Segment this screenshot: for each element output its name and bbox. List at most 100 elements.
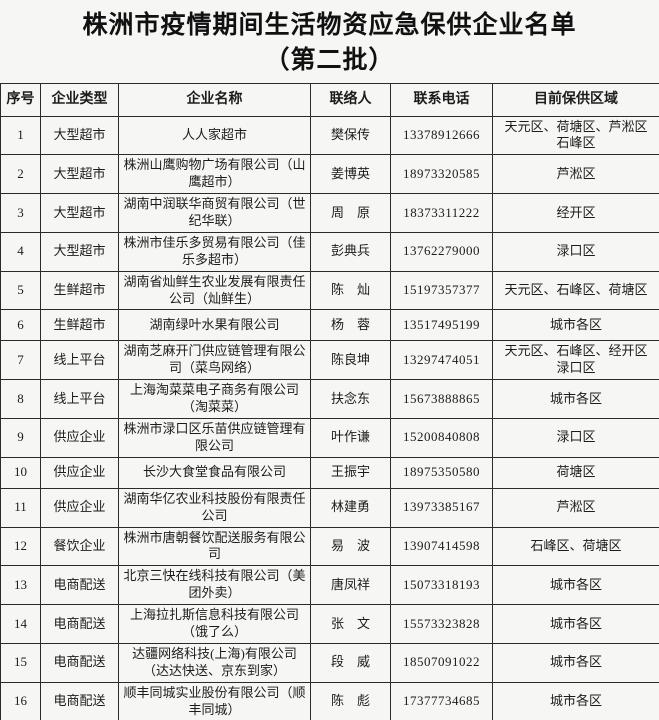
table-row: 13 电商配送 北京三快在线科技有限公司（美团外卖） 唐凤祥 15073318193 城市… [0,565,659,606]
cell-serial: 6 [0,309,41,342]
cell-contact: 陈 灿 [310,270,391,311]
table-row: 3 大型超市 湖南中润联华商贸有限公司（世纪华联）周 原 18373311222 经开区 [0,193,659,233]
cell-contact: 姜博英 [310,154,391,195]
cell-serial: 4 [0,231,41,272]
cell-phone: 13907414598 [390,526,493,567]
cell-phone: 15573323828 [390,604,493,644]
cell-phone: 13973385167 [390,487,493,528]
cell-contact: 彭典兵 [310,231,391,272]
table-row: 16 电商配送 顺丰同城实业股份有限公司（顺丰同城）陈 彪 17377734685 城市… [0,681,659,720]
cell-type: 电商配送 [40,565,119,606]
table-row: 4 大型超市 株洲市佳乐多贸易有限公司（佳乐多超市） 彭典兵 13762279000 渌口… [0,231,659,272]
cell-name: 株洲市佳乐多贸易有限公司（佳乐多超市） [118,231,311,272]
cell-name: 北京三快在线科技有限公司（美团外卖） [118,565,311,606]
table-row: 7 线上平台 湖南芝麻开门供应链管理有限公司（菜鸟网络） 陈良坤 13297474051… [0,340,659,381]
cell-serial: 3 [0,193,41,233]
cell-area: 城市各区 [492,681,659,720]
cell-phone: 18507091022 [390,642,493,683]
cell-type: 电商配送 [40,642,119,683]
cell-type: 线上平台 [40,379,119,419]
cell-phone: 15197357377 [390,270,493,311]
cell-name: 人人家超市 [118,115,311,156]
cell-contact: 王振宇 [310,456,391,489]
cell-phone: 13517495199 [390,309,493,342]
cell-serial: 5 [0,270,41,311]
cell-name: 达疆网络科技(上海)有限公司（达达快送、京东到家） [118,642,311,683]
cell-phone: 15073318193 [390,565,493,606]
cell-contact: 樊保传 [310,115,391,156]
cell-area: 芦淞区 [492,487,659,528]
header-row: 序号 企业类型 企业名称 联络人 联系电话 目前保供区域 [0,83,659,117]
cell-type: 供应企业 [40,417,119,458]
table-row: 14 电商配送 上海拉扎斯信息科技有限公司（饿了么）张 文 15573323828 城市… [0,604,659,644]
cell-serial: 12 [0,526,41,567]
cell-type: 生鲜超市 [40,309,119,342]
cell-serial: 1 [0,115,41,156]
table-row: 15 电商配送 达疆网络科技(上海)有限公司（达达快送、京东到家）段 威 185070… [0,642,659,683]
cell-name: 湖南绿叶水果有限公司 [118,309,311,342]
cell-phone: 13297474051 [390,340,493,381]
cell-type: 电商配送 [40,681,119,720]
cell-contact: 杨 蓉 [310,309,391,342]
cell-serial: 13 [0,565,41,606]
cell-name: 顺丰同城实业股份有限公司（顺丰同城） [118,681,311,720]
cell-contact: 扶念东 [310,379,391,419]
cell-type: 大型超市 [40,193,119,233]
cell-type: 大型超市 [40,115,119,156]
table-body: 1 大型超市 人人家超市 樊保传 13378912666 天元区、荷塘区、芦淞区 石峰区 2… [0,115,659,720]
cell-phone: 15673888865 [390,379,493,419]
cell-type: 电商配送 [40,604,119,644]
cell-phone: 18973320585 [390,154,493,195]
cell-contact: 周 原 [310,193,391,233]
enterprise-supply-table: 序号 企业类型 企业名称 联络人 联系电话 目前保供区域 1 大型超市 人人家超市樊… [0,83,659,720]
cell-serial: 7 [0,340,41,381]
cell-type: 餐饮企业 [40,526,119,567]
cell-area: 天元区、石峰区、经开区 渌口区 [492,340,659,381]
cell-type: 大型超市 [40,231,119,272]
table-row: 1 大型超市 人人家超市 樊保传 13378912666 天元区、荷塘区、芦淞区 石峰区 [0,115,659,156]
table-row: 10 供应企业 长沙大食堂食品有限公司 王振宇 18975350580 荷塘区 [0,456,659,489]
cell-serial: 16 [0,681,41,720]
cell-area: 天元区、荷塘区、芦淞区 石峰区 [492,115,659,156]
cell-phone: 18373311222 [390,193,493,233]
cell-area: 经开区 [492,193,659,233]
cell-area: 渌口区 [492,231,659,272]
table-row: 9 供应企业 株洲市渌口区乐苗供应链管理有限公司 叶作谦 15200840808 渌口区 [0,417,659,458]
cell-type: 大型超市 [40,154,119,195]
cell-contact: 陈 彪 [310,681,391,720]
table-row: 8 线上平台 上海淘菜菜电子商务有限公司（淘菜菜） 扶念东 15673888865 城市各… [0,379,659,419]
cell-name: 长沙大食堂食品有限公司 [118,456,311,489]
cell-area: 渌口区 [492,417,659,458]
header-phone: 联系电话 [390,83,493,117]
cell-contact: 段 威 [310,642,391,683]
header-contact: 联络人 [310,83,391,117]
cell-contact: 易 波 [310,526,391,567]
cell-area: 荷塘区 [492,456,659,489]
cell-serial: 8 [0,379,41,419]
cell-area: 天元区、石峰区、荷塘区 [492,270,659,311]
table-row: 11 供应企业 湖南华亿农业科技股份有限责任公司 林建勇 13973385167 芦淞区 [0,487,659,528]
cell-area: 城市各区 [492,642,659,683]
cell-area: 芦淞区 [492,154,659,195]
cell-type: 线上平台 [40,340,119,381]
cell-name: 上海淘菜菜电子商务有限公司（淘菜菜） [118,379,311,419]
cell-name: 湖南省灿鲜生农业发展有限责任公司（灿鲜生） [118,270,311,311]
cell-contact: 叶作谦 [310,417,391,458]
cell-phone: 17377734685 [390,681,493,720]
cell-contact: 林建勇 [310,487,391,528]
cell-phone: 15200840808 [390,417,493,458]
cell-name: 湖南芝麻开门供应链管理有限公司（菜鸟网络） [118,340,311,381]
cell-type: 供应企业 [40,487,119,528]
cell-serial: 2 [0,154,41,195]
cell-name: 上海拉扎斯信息科技有限公司（饿了么） [118,604,311,644]
cell-area: 城市各区 [492,604,659,644]
title-line-1: 株洲市疫情期间生活物资应急保供企业名单 [82,12,577,39]
cell-name: 株洲市唐朝餐饮配送服务有限公司 [118,526,311,567]
cell-serial: 10 [0,456,41,489]
cell-serial: 9 [0,417,41,458]
cell-area: 城市各区 [492,379,659,419]
header-area: 目前保供区域 [492,83,659,117]
cell-area: 城市各区 [492,309,659,342]
header-name: 企业名称 [118,83,311,117]
